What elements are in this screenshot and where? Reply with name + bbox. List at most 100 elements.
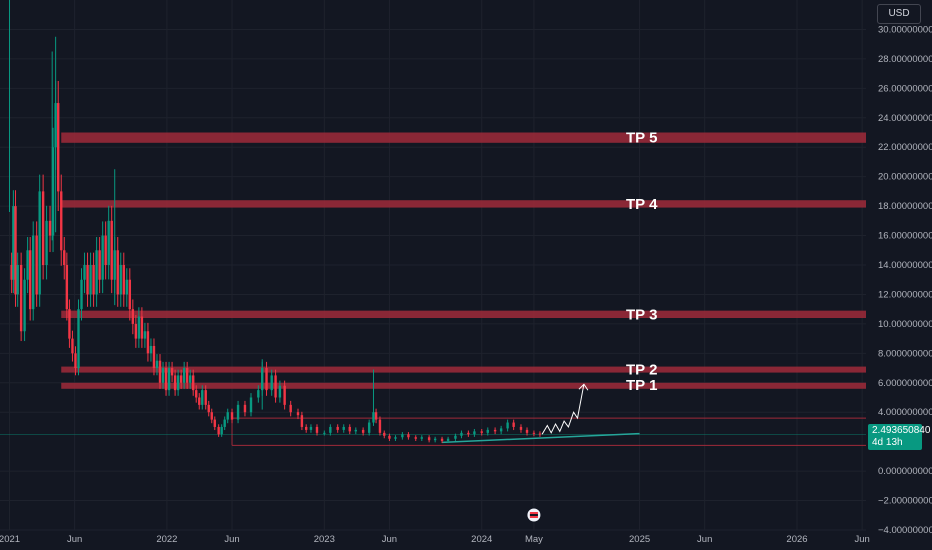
bar-countdown: 4d 13h [872,437,903,448]
tp-label: TP 5 [626,130,657,147]
candle-body [41,191,45,265]
price-candles [8,0,542,444]
candle-body [270,375,273,391]
candle-body [512,422,515,427]
candle-body [185,368,189,383]
candle-body [35,235,38,295]
y-tick-label: 18.000000000 [878,201,932,212]
candle-body [152,345,156,369]
y-tick-label: 30.000000000 [878,24,932,35]
candle-body [125,279,128,295]
candle-body [336,426,339,430]
candle-body [16,265,19,295]
candle-body [158,360,162,383]
candle-body [63,250,66,265]
candle-body [383,432,386,436]
candle-body [155,360,159,369]
candle-body [170,368,174,376]
candle-body [217,426,220,435]
candle-body [305,426,308,430]
candle-body [236,404,240,420]
candle-body [361,429,365,433]
candle-body [167,368,171,391]
candle-body [122,265,125,295]
candle-body [201,390,204,405]
y-tick-label: 14.000000000 [878,260,932,271]
candle-body [274,375,277,398]
candle-body [300,415,304,427]
candle-body [420,437,423,439]
support-lines [0,417,866,446]
candle-body [134,323,138,339]
candle-body [323,432,326,434]
candle-body [83,265,86,280]
candle-body [28,250,32,310]
candle-body [473,431,476,435]
x-tick-label: Jun [67,534,82,545]
y-tick-label: 8.000000000 [878,348,932,359]
y-tick-label: 4.000000000 [878,407,932,418]
candle-body [226,412,229,420]
candle-body [265,368,268,391]
candle-body [454,435,457,439]
currency-button[interactable]: USD [877,4,921,24]
candle-body [204,390,207,405]
x-tick-label: 2022 [156,534,177,545]
candle-body [48,220,52,236]
candle-body [140,316,144,339]
candle-body [278,385,282,398]
y-tick-label: 26.000000000 [878,83,932,94]
projection-path [541,383,589,435]
candle-body [467,432,470,435]
candle-body [283,385,286,405]
candle-body [60,191,63,251]
candle-body [137,316,141,339]
resistance-band [61,366,867,373]
y-tick-label: 16.000000000 [878,231,932,242]
candle-body [107,220,110,265]
candle-body [210,412,213,420]
candle-body [182,368,186,383]
x-tick-label: Jun [697,534,712,545]
candle-body [378,419,382,433]
candle-body [149,345,153,354]
candle-body [12,206,15,280]
candle-body [101,235,104,280]
resistance-band [61,200,867,208]
candle-body [68,309,71,339]
candle-body [92,265,95,295]
candle-body [427,437,431,441]
candle-body [77,309,80,369]
candle-body [446,438,450,441]
y-tick-label: 10.000000000 [878,319,932,330]
candle-body [119,265,122,295]
candle-body [195,390,198,398]
earnings-flag-icon[interactable] [526,507,542,523]
candle-body [192,375,195,391]
resistance-band [61,382,867,389]
candle-body [10,265,13,280]
candle-body [131,309,135,324]
candle-body [65,265,69,310]
candle-body [309,426,313,430]
x-axis[interactable]: 2021 Jun 2022 Jun 2023 Jun 2024 May 2025 Jun 2026 J… [0,534,870,545]
candle-body [176,375,180,391]
last-price-value: 2.493650840 [872,425,931,436]
candle-body [95,250,98,295]
candle-body [506,422,509,429]
resistance-band [61,132,867,143]
candle-body [110,220,113,280]
tp-label: TP 1 [626,377,657,394]
candle-body [164,368,168,391]
x-tick-label: 2021 [0,534,20,545]
candle-body [329,426,332,433]
x-tick-label: 2026 [786,534,807,545]
y-axis[interactable]: 30.000000000 28.000000000 26.000000000 24.0… [878,24,932,536]
tp-label: TP 3 [626,306,657,323]
candle-body [440,438,444,441]
candle-body [401,434,404,438]
tp-label: TP 4 [626,196,658,213]
candle-body [74,353,77,369]
candle-body [296,412,300,416]
